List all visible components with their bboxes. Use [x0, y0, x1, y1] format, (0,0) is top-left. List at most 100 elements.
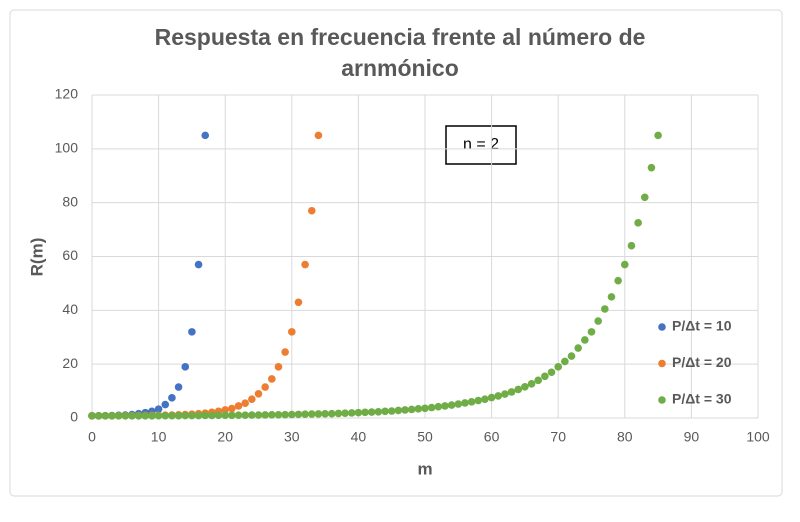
data-point — [281, 410, 289, 419]
x-tick-label: 40 — [351, 429, 367, 445]
data-point — [594, 317, 602, 325]
legend-label: P/Δt = 10 — [672, 318, 732, 334]
chart-title: Respuesta en frecuencia frente al número… — [154, 24, 646, 81]
data-point — [128, 412, 136, 420]
x-tick-label: 50 — [417, 429, 433, 445]
x-tick-label: 0 — [88, 429, 96, 445]
data-point — [294, 410, 303, 419]
x-tick-label: 80 — [617, 429, 633, 445]
data-point — [414, 405, 423, 413]
data-point — [581, 336, 589, 344]
data-point — [154, 405, 163, 413]
data-point — [554, 363, 562, 371]
legend-label: P/Δt = 30 — [672, 391, 732, 407]
data-point — [567, 352, 576, 360]
data-point — [487, 393, 496, 402]
y-axis-label: R(m) — [27, 238, 46, 277]
data-point — [134, 412, 143, 420]
x-tick-label: 70 — [550, 429, 566, 445]
data-point — [507, 388, 516, 396]
data-point — [447, 401, 456, 409]
data-point — [434, 402, 443, 411]
data-point — [441, 402, 449, 410]
data-point — [461, 399, 469, 407]
data-point — [221, 406, 229, 414]
x-tick-label: 20 — [217, 429, 233, 445]
data-point — [361, 408, 369, 417]
data-point — [241, 411, 249, 419]
data-point — [288, 328, 296, 336]
data-point — [321, 410, 329, 418]
data-point — [161, 400, 170, 409]
data-point — [614, 276, 622, 285]
data-point — [181, 411, 190, 420]
data-point — [494, 392, 503, 400]
data-point — [621, 260, 629, 269]
x-tick-label: 100 — [746, 429, 770, 445]
legend-marker — [658, 359, 666, 368]
data-point — [601, 305, 609, 313]
data-point — [148, 412, 156, 420]
data-point — [201, 411, 210, 420]
data-point — [421, 404, 429, 413]
data-point — [527, 380, 536, 388]
x-tick-label: 60 — [484, 429, 500, 445]
data-point — [281, 348, 289, 356]
annotation-box — [445, 125, 517, 165]
data-point — [274, 410, 283, 419]
data-point — [574, 344, 582, 352]
x-tick-label: 30 — [284, 429, 300, 445]
annotation: n = 2 — [463, 136, 499, 153]
data-point — [307, 206, 316, 215]
data-point — [161, 411, 170, 420]
data-point — [347, 409, 356, 417]
data-point — [234, 411, 243, 419]
data-point — [334, 409, 343, 418]
data-point — [248, 395, 256, 403]
data-point — [174, 383, 183, 391]
data-point — [121, 412, 130, 420]
y-tick-label: 0 — [70, 409, 78, 425]
x-tick-label: 90 — [684, 429, 700, 445]
data-point — [188, 411, 196, 420]
data-point — [627, 241, 636, 250]
data-point — [268, 410, 276, 419]
y-tick-label: 80 — [62, 193, 78, 209]
data-point — [587, 328, 596, 336]
data-point — [208, 411, 216, 420]
data-point — [314, 131, 323, 140]
data-point — [228, 411, 236, 420]
y-tick-label: 120 — [55, 86, 79, 102]
data-point — [514, 385, 523, 394]
data-point — [214, 411, 223, 420]
data-point — [327, 409, 336, 418]
data-point — [547, 368, 556, 377]
data-point — [454, 400, 463, 408]
data-point — [101, 412, 110, 420]
data-point — [234, 402, 243, 410]
data-point — [294, 298, 303, 307]
data-point — [407, 405, 416, 414]
data-point — [481, 395, 489, 403]
data-point — [301, 260, 309, 269]
data-point — [541, 372, 549, 381]
data-point — [201, 131, 210, 140]
data-point — [154, 411, 163, 420]
data-point — [534, 376, 543, 385]
data-point — [387, 407, 396, 415]
data-point — [141, 412, 150, 420]
data-point — [194, 260, 203, 269]
y-tick-label: 20 — [62, 355, 78, 371]
data-point — [521, 382, 529, 391]
data-point — [194, 411, 203, 420]
data-point — [640, 193, 649, 202]
x-axis-label: m — [417, 459, 432, 478]
data-point — [381, 407, 389, 416]
data-point — [314, 410, 323, 418]
data-point — [634, 219, 642, 227]
data-point — [474, 396, 483, 405]
legend-marker — [658, 396, 666, 404]
data-point — [394, 406, 403, 415]
